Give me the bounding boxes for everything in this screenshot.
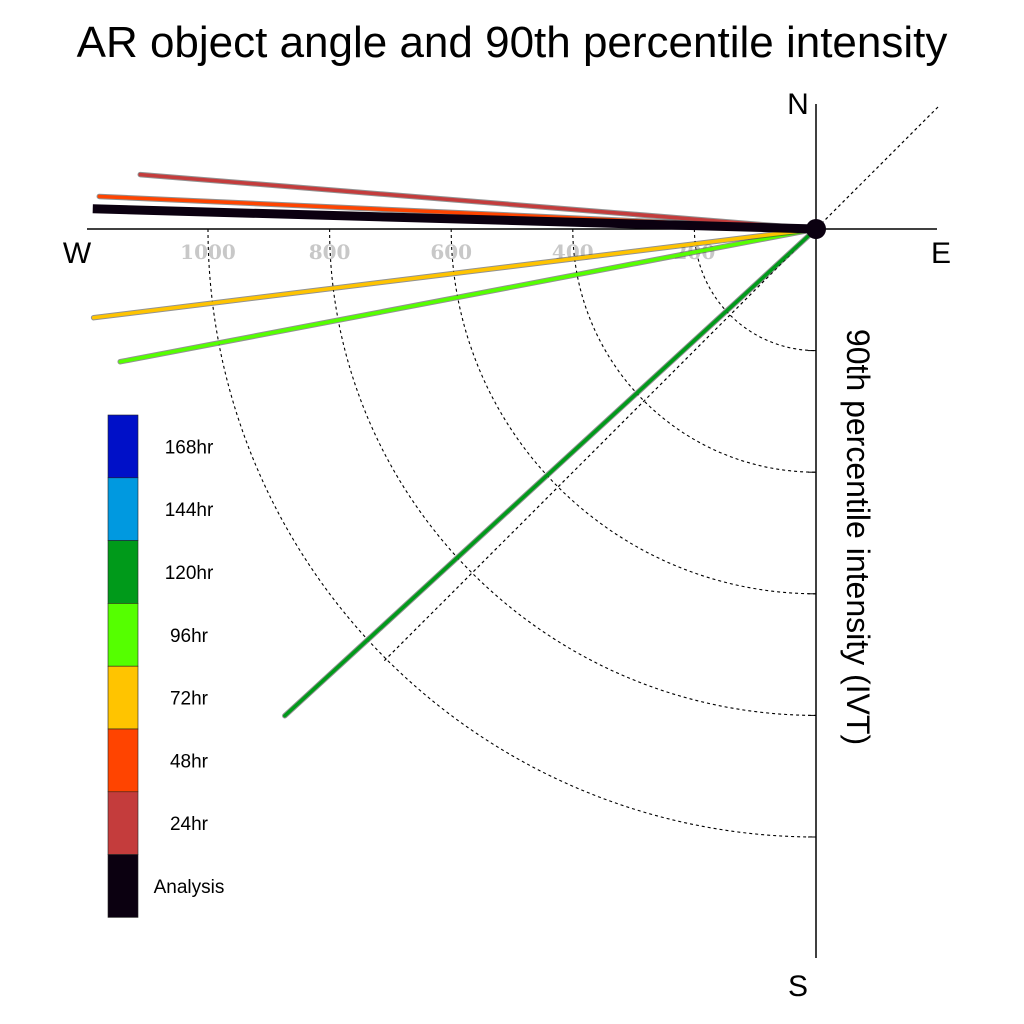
ring-600	[450, 228, 817, 595]
ring-1000	[207, 228, 817, 838]
legend-label-72hr: 72hr	[170, 689, 209, 710]
ring-200	[693, 228, 817, 352]
intensity-rings	[207, 228, 817, 838]
legend-swatch-96hr	[107, 603, 139, 667]
legend-swatch-48hr	[107, 728, 139, 793]
direction-vectors	[90, 171, 819, 719]
legend-swatch-Analysis	[107, 854, 139, 918]
vector-120hr	[283, 227, 818, 718]
ring-label-800: 800	[309, 240, 351, 264]
vector-Analysis	[92, 204, 817, 234]
legend: 168hr 144hr 120hr 96hr 72hr 48hr 24hr Analysis	[107, 414, 225, 918]
ring-label-1000: 1000	[180, 240, 236, 264]
southwest-diagonal	[382, 106, 939, 663]
legend-swatch-120hr	[107, 540, 139, 604]
vector-72hr	[91, 227, 818, 320]
compass-west: W	[63, 237, 92, 270]
chart-title: AR object angle and 90th percentile inte…	[77, 18, 948, 67]
legend-label-168hr: 168hr	[165, 437, 214, 458]
ring-800	[329, 228, 817, 716]
legend-label-96hr: 96hr	[170, 626, 209, 647]
legend-swatch-72hr	[107, 665, 139, 730]
vector-24hr	[138, 172, 818, 231]
vector-96hr	[118, 227, 818, 364]
compass-south: S	[788, 970, 808, 1003]
origin-point	[806, 219, 826, 239]
compass-north: N	[787, 88, 809, 121]
compass-east: E	[931, 237, 951, 270]
ring-400	[572, 228, 817, 473]
legend-swatch-24hr	[107, 791, 139, 855]
legend-label-Analysis: Analysis	[154, 877, 225, 898]
ring-label-600: 600	[430, 240, 472, 264]
legend-swatch-168hr	[107, 414, 139, 479]
legend-label-24hr: 24hr	[170, 814, 209, 835]
legend-label-48hr: 48hr	[170, 751, 209, 772]
legend-label-120hr: 120hr	[165, 563, 214, 584]
legend-swatch-144hr	[107, 477, 139, 541]
legend-label-144hr: 144hr	[165, 500, 214, 521]
y-axis-label: 90th percentile intensity (IVT)	[840, 329, 876, 745]
